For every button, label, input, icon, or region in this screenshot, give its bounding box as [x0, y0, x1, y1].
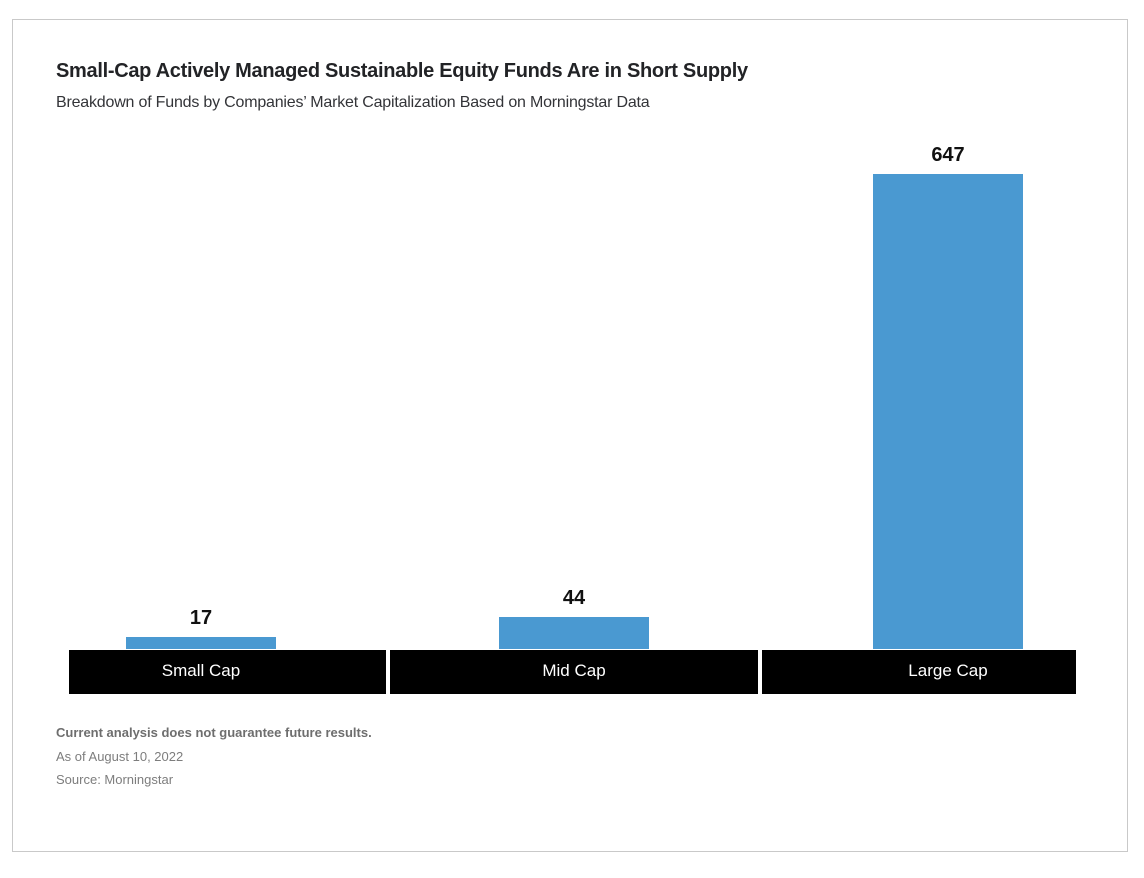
value-label-small-cap: 17 [189, 607, 213, 629]
chart-subtitle: Breakdown of Funds by Companies’ Market … [56, 94, 650, 111]
x-axis-band-large-cap [762, 650, 1076, 694]
source-text: Source: Morningstar [56, 772, 174, 787]
bar-mid-cap [499, 617, 649, 649]
category-label-large-cap: Large Cap [908, 661, 988, 680]
category-label-small-cap: Small Cap [161, 661, 241, 680]
bar-chart: 17 Small Cap 44 Mid Cap 647 Large Cap [13, 20, 1127, 851]
bar-large-cap [873, 174, 1023, 649]
value-label-large-cap: 647 [931, 144, 965, 166]
chart-card: Small-Cap Actively Managed Sustainable E… [12, 19, 1128, 852]
category-label-mid-cap: Mid Cap [542, 661, 606, 680]
as-of-date: As of August 10, 2022 [56, 749, 184, 764]
chart-title: Small-Cap Actively Managed Sustainable E… [56, 60, 748, 82]
disclaimer-text: Current analysis does not guarantee futu… [56, 725, 372, 740]
x-axis-band-small-cap [69, 650, 386, 694]
x-axis-band-mid-cap [390, 650, 758, 694]
value-label-mid-cap: 44 [562, 587, 586, 609]
bar-small-cap [126, 637, 276, 649]
